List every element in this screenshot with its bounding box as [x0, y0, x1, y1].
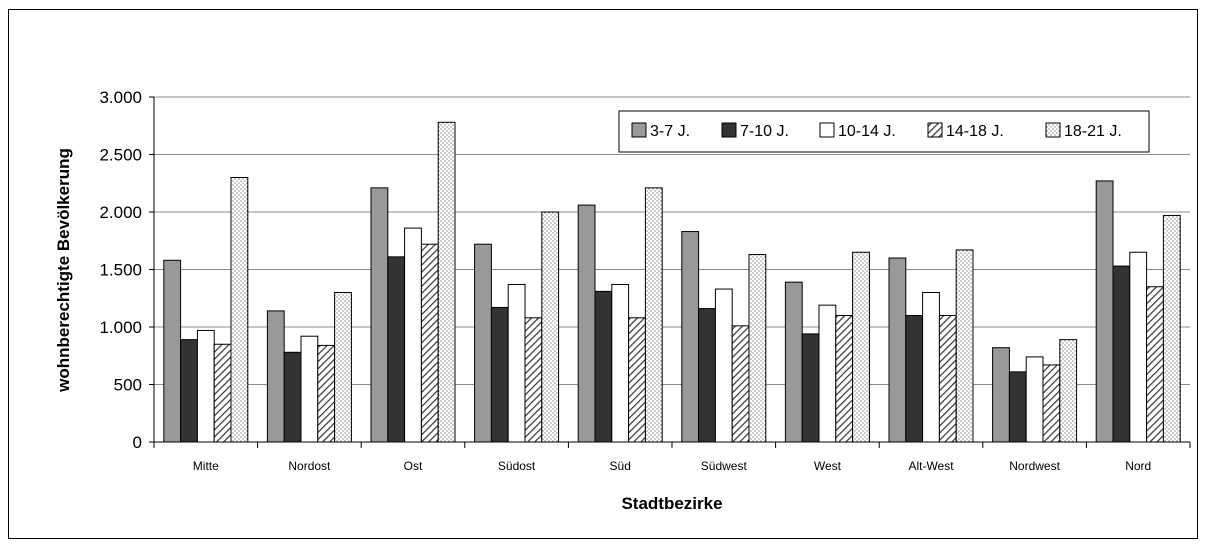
- bar: [731, 325, 750, 443]
- legend: 3-7 J. 7-10 J. 10-14 J. 14-18 J. 18-21 J.: [618, 110, 1150, 153]
- bar: [1162, 214, 1181, 443]
- bar: [784, 281, 803, 443]
- bar: [1025, 356, 1044, 443]
- legend-label: 10-14 J.: [838, 123, 896, 140]
- bar: [524, 317, 543, 443]
- legend-box: [618, 110, 1150, 153]
- bar: [922, 292, 940, 443]
- bar: [681, 231, 700, 443]
- bar: [992, 347, 1010, 443]
- y-tick-label: 0: [133, 433, 142, 452]
- x-tick-label: Nord: [1125, 459, 1151, 473]
- bar: [852, 251, 870, 443]
- bar: [317, 344, 336, 443]
- bar: [1129, 251, 1148, 443]
- x-tick-labels: Mitte Nordost Ost Südost Süd Südwest West Alt-W…: [193, 459, 1151, 473]
- bar: [577, 204, 596, 443]
- x-tick-label: Ost: [404, 459, 423, 473]
- bar: [644, 187, 663, 443]
- x-tick-label: Nordwest: [1009, 459, 1060, 473]
- bar: [437, 121, 456, 443]
- bar: [938, 315, 957, 443]
- bar: [955, 249, 974, 443]
- bar: [370, 187, 389, 443]
- legend-swatch: [819, 122, 835, 138]
- x-tick-label: Süd: [610, 459, 631, 473]
- bar: [283, 351, 302, 443]
- bar: [196, 329, 215, 443]
- bar: [541, 211, 560, 443]
- bar: [300, 335, 319, 443]
- bar: [818, 304, 837, 443]
- y-tick-label: 2.000: [99, 203, 142, 222]
- bar: [490, 306, 509, 443]
- x-axis-title: Stadtbezirke: [621, 494, 722, 513]
- bar: [835, 315, 854, 443]
- bar: [698, 308, 716, 443]
- legend-swatch: [631, 122, 647, 138]
- bar: [1112, 265, 1131, 443]
- bar: [714, 288, 733, 443]
- bar: [507, 283, 526, 443]
- legend-swatch: [1045, 122, 1061, 138]
- x-tick-label: Nordost: [288, 459, 331, 473]
- bar: [420, 243, 439, 443]
- axes: [149, 96, 1191, 448]
- x-tick-label: Südost: [498, 459, 536, 473]
- legend-label: 14-18 J.: [946, 123, 1004, 140]
- bar: [594, 290, 613, 443]
- bar: [1042, 364, 1061, 443]
- bar: [611, 283, 630, 443]
- legend-swatch: [721, 122, 737, 138]
- bar: [387, 256, 406, 443]
- bar: [801, 333, 820, 443]
- bar: [888, 257, 907, 443]
- legend-swatch: [927, 122, 943, 138]
- x-tick-label: Mitte: [193, 459, 219, 473]
- y-tick-label: 500: [114, 376, 142, 395]
- bar: [474, 243, 492, 443]
- bar: [230, 177, 249, 443]
- bar: [266, 310, 285, 443]
- bars: [163, 121, 1181, 443]
- legend-label: 18-21 J.: [1064, 123, 1122, 140]
- bar: [1095, 180, 1114, 443]
- bar: [163, 259, 182, 443]
- y-axis-title: wohnberechtigte Bevölkerung: [54, 148, 73, 393]
- y-tick-label: 2.500: [99, 146, 142, 165]
- legend-label: 3-7 J.: [650, 123, 690, 140]
- bar: [1059, 339, 1078, 443]
- y-tick-labels: 0 500 1.000 1.500 2.000 2.500 3.000: [99, 88, 142, 452]
- bar: [748, 254, 767, 443]
- bar: [1008, 371, 1027, 443]
- x-tick-label: Südwest: [701, 459, 748, 473]
- x-tick-label: Alt-West: [908, 459, 954, 473]
- bar: [905, 315, 924, 443]
- bar: [334, 292, 352, 443]
- y-tick-label: 1.000: [99, 318, 142, 337]
- x-tick-label: West: [814, 459, 842, 473]
- legend-label: 7-10 J.: [740, 123, 789, 140]
- y-tick-label: 1.500: [99, 261, 142, 280]
- bar: [180, 339, 198, 443]
- bar: [1146, 286, 1164, 443]
- y-tick-label: 3.000: [99, 88, 142, 107]
- bar: [213, 343, 232, 443]
- bar: [404, 227, 422, 443]
- bar: [628, 317, 646, 443]
